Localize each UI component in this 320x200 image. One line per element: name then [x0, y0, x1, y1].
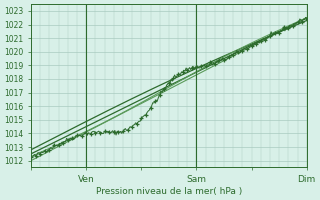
X-axis label: Pression niveau de la mer( hPa ): Pression niveau de la mer( hPa ) — [96, 187, 242, 196]
